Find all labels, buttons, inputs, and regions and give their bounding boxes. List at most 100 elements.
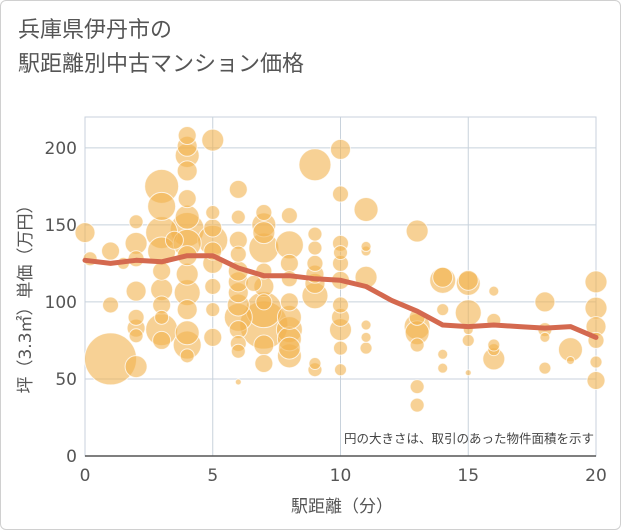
data-bubble xyxy=(230,343,246,359)
data-bubble xyxy=(360,331,372,343)
data-bubble xyxy=(307,240,323,256)
data-bubble xyxy=(176,299,198,321)
data-bubble xyxy=(454,299,482,327)
x-tick-label: 15 xyxy=(457,466,479,486)
data-bubble xyxy=(154,309,170,325)
x-tick-label: 0 xyxy=(80,466,91,486)
data-bubble xyxy=(332,185,349,203)
y-tick-label: 150 xyxy=(45,216,77,236)
data-bubble xyxy=(127,308,145,326)
data-bubble xyxy=(409,337,425,353)
data-bubble xyxy=(252,221,276,245)
data-bubble xyxy=(234,378,242,386)
data-bubble xyxy=(102,296,120,314)
data-bubble xyxy=(204,278,222,295)
data-bubble xyxy=(177,125,197,145)
data-bubble xyxy=(464,369,472,377)
data-bubble xyxy=(360,240,372,252)
data-bubble xyxy=(306,254,324,272)
data-bubble xyxy=(152,261,172,281)
data-bubble xyxy=(308,357,322,371)
chart-title: 兵庫県伊丹市の 駅距離別中古マンション価格 xyxy=(18,14,304,82)
data-bubble xyxy=(330,138,351,160)
data-bubble xyxy=(230,209,246,225)
chart-title-line-2: 駅距離別中古マンション価格 xyxy=(18,52,305,77)
data-bubble xyxy=(205,302,221,318)
data-bubble xyxy=(332,296,349,314)
trend-line xyxy=(82,253,599,340)
data-bubble xyxy=(203,218,223,238)
data-bubble xyxy=(307,226,323,242)
data-bubble xyxy=(457,269,479,291)
data-bubble xyxy=(128,328,144,344)
data-bubble xyxy=(538,361,552,375)
data-bubble xyxy=(436,303,450,317)
data-bubble xyxy=(174,204,200,230)
data-bubble xyxy=(353,196,379,222)
x-axis-title: 駅距離（分） xyxy=(291,497,393,517)
data-bubble xyxy=(245,274,263,292)
x-tick-label: 5 xyxy=(207,466,218,486)
data-bubble xyxy=(229,245,247,263)
data-bubble xyxy=(176,160,198,182)
data-bubble xyxy=(461,333,475,347)
data-bubble xyxy=(201,128,225,152)
data-bubble xyxy=(164,230,184,250)
data-bubble xyxy=(175,262,199,286)
bubble-layer xyxy=(74,125,608,413)
data-bubble xyxy=(228,179,248,199)
y-tick-label: 0 xyxy=(66,447,77,467)
data-bubble xyxy=(179,348,195,364)
data-bubble xyxy=(589,355,603,369)
data-bubble xyxy=(488,285,500,297)
data-bubble xyxy=(359,341,373,355)
data-bubble xyxy=(280,207,298,225)
data-bubble xyxy=(279,292,299,312)
data-bubble xyxy=(333,245,348,261)
data-bubble xyxy=(487,338,501,352)
data-bubble xyxy=(405,219,429,243)
data-bubble xyxy=(437,348,449,360)
y-tick-label: 50 xyxy=(55,370,77,390)
data-bubble xyxy=(298,148,332,182)
data-bubble xyxy=(584,296,608,320)
y-axis-title: 坪（3.3㎡）単価（万円） xyxy=(16,196,36,393)
data-bubble xyxy=(409,379,425,395)
data-bubble xyxy=(203,327,223,347)
x-axis-ticks: 0 5 10 15 20 xyxy=(80,466,607,486)
data-bubble xyxy=(177,189,197,209)
data-bubble xyxy=(586,370,606,390)
data-bubble xyxy=(205,205,221,221)
data-bubble xyxy=(124,355,148,379)
data-bubble xyxy=(174,320,200,346)
x-tick-label: 10 xyxy=(330,466,352,486)
data-bubble xyxy=(409,397,425,413)
data-bubble xyxy=(74,222,96,244)
chart-title-line-1: 兵庫県伊丹市の xyxy=(18,18,173,43)
data-bubble xyxy=(584,270,608,294)
y-axis-ticks: 0 50 100 150 200 xyxy=(45,139,77,467)
data-bubble xyxy=(539,331,551,343)
data-bubble xyxy=(432,266,454,288)
data-bubble xyxy=(277,336,301,360)
data-bubble xyxy=(125,280,147,302)
y-tick-label: 200 xyxy=(45,139,77,159)
data-bubble xyxy=(254,354,274,374)
data-bubble xyxy=(334,363,347,377)
x-tick-label: 20 xyxy=(585,466,607,486)
data-bubble xyxy=(253,334,275,356)
data-bubble xyxy=(255,293,273,311)
data-bubble xyxy=(360,319,372,331)
data-bubble xyxy=(255,204,273,222)
data-bubble xyxy=(101,241,121,261)
data-bubble xyxy=(152,330,172,350)
data-bubble xyxy=(565,355,575,365)
data-bubble xyxy=(279,253,299,273)
data-bubble xyxy=(534,291,556,313)
data-bubble xyxy=(147,191,177,221)
data-bubble xyxy=(333,340,348,356)
size-note: 円の大きさは、取引のあった物件面積を示す xyxy=(344,431,594,446)
data-bubble xyxy=(437,362,449,374)
y-tick-label: 100 xyxy=(45,293,77,313)
